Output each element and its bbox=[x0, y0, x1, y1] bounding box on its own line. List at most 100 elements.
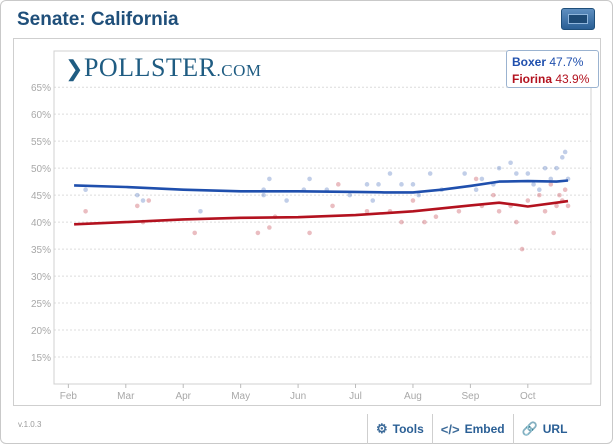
fiorina-poll-point bbox=[551, 230, 556, 236]
boxer-poll-point bbox=[347, 192, 353, 198]
boxer-poll-point bbox=[427, 171, 433, 176]
fiorina-poll-point bbox=[433, 214, 439, 220]
boxer-poll-point bbox=[370, 198, 376, 203]
boxer-poll-point bbox=[548, 176, 554, 182]
embed-button[interactable]: </> Embed bbox=[431, 414, 513, 444]
y-tick-label: 35% bbox=[31, 245, 51, 256]
fiorina-poll-point bbox=[557, 192, 562, 198]
boxer-poll-point bbox=[554, 165, 559, 171]
fiorina-poll-point bbox=[514, 219, 519, 225]
expand-icon[interactable] bbox=[561, 8, 595, 30]
y-tick-label: 45% bbox=[31, 191, 51, 202]
boxer-poll-point bbox=[198, 209, 203, 214]
boxer-poll-point bbox=[134, 192, 140, 198]
boxer-poll-point bbox=[387, 171, 393, 176]
url-label: URL bbox=[542, 422, 568, 436]
boxer-trend-line bbox=[74, 179, 569, 194]
boxer-poll-point bbox=[525, 171, 531, 176]
y-tick-label: 30% bbox=[31, 272, 51, 283]
x-tick-label: Apr bbox=[175, 391, 191, 402]
x-tick-label: Jun bbox=[290, 391, 306, 402]
boxer-poll-point bbox=[514, 171, 519, 176]
fiorina-poll-point bbox=[456, 209, 462, 214]
y-tick-label: 60% bbox=[31, 110, 51, 121]
logo-swoosh-icon: ❯ bbox=[65, 56, 84, 81]
toolbar: ⚙ Tools </> Embed 🔗 URL bbox=[367, 414, 575, 444]
fiorina-poll-point bbox=[525, 198, 531, 203]
fiorina-trend-line bbox=[74, 199, 569, 226]
fiorina-poll-point bbox=[565, 203, 571, 209]
fiorina-poll-point bbox=[192, 230, 198, 236]
boxer-poll-point bbox=[496, 165, 502, 171]
y-tick-label: 50% bbox=[31, 164, 51, 175]
boxer-poll-point bbox=[462, 171, 467, 176]
fiorina-poll-point bbox=[267, 225, 272, 230]
fiorina-poll-point bbox=[83, 209, 88, 214]
y-tick-label: 65% bbox=[31, 83, 51, 94]
url-button[interactable]: 🔗 URL bbox=[512, 414, 576, 444]
fiorina-poll-point bbox=[519, 246, 525, 252]
boxer-poll-point bbox=[364, 182, 370, 187]
legend-item-fiorina[interactable]: Fiorina 43.9% bbox=[512, 72, 589, 86]
fiorina-poll-point bbox=[548, 182, 554, 187]
boxer-poll-point bbox=[83, 187, 88, 193]
y-tick-label: 55% bbox=[31, 137, 51, 148]
x-tick-label: Oct bbox=[520, 391, 536, 402]
fiorina-poll-point bbox=[134, 203, 140, 209]
boxer-poll-point bbox=[537, 187, 542, 193]
fiorina-poll-point bbox=[554, 203, 559, 209]
tools-label: Tools bbox=[392, 422, 424, 436]
fiorina-poll-point bbox=[473, 176, 479, 182]
boxer-poll-point bbox=[542, 165, 548, 171]
fiorina-poll-point bbox=[399, 219, 404, 225]
boxer-poll-point bbox=[399, 182, 404, 187]
fiorina-poll-point bbox=[562, 187, 568, 193]
y-tick-label: 25% bbox=[31, 299, 51, 310]
y-tick-label: 40% bbox=[31, 218, 51, 229]
boxer-poll-point bbox=[284, 198, 289, 203]
logo-text: POLLSTER bbox=[83, 53, 217, 82]
legend: Boxer 47.7% Fiorina 43.9% bbox=[506, 50, 599, 88]
embed-label: Embed bbox=[464, 422, 505, 436]
gear-icon: ⚙ bbox=[376, 421, 388, 436]
boxer-poll-point bbox=[416, 192, 422, 198]
boxer-poll-point bbox=[410, 182, 416, 187]
legend-name: Boxer bbox=[512, 55, 547, 69]
tools-button[interactable]: ⚙ Tools bbox=[367, 414, 432, 444]
boxer-poll-point bbox=[559, 155, 565, 160]
fiorina-poll-point bbox=[335, 182, 341, 187]
x-tick-label: Aug bbox=[404, 391, 422, 402]
code-icon: </> bbox=[440, 421, 460, 437]
link-icon: 🔗 bbox=[521, 421, 538, 436]
version-label: v.1.0.3 bbox=[18, 420, 42, 429]
boxer-poll-point bbox=[531, 182, 536, 187]
fiorina-poll-point bbox=[491, 192, 496, 198]
fiorina-poll-point bbox=[330, 203, 335, 209]
fiorina-poll-point bbox=[542, 209, 548, 214]
boxer-poll-point bbox=[376, 182, 381, 187]
y-tick-label: 20% bbox=[31, 326, 51, 337]
boxer-poll-point bbox=[307, 176, 312, 182]
boxer-poll-point bbox=[473, 187, 479, 193]
fiorina-poll-point bbox=[537, 192, 542, 198]
legend-value: 43.9% bbox=[555, 72, 590, 86]
fiorina-poll-point bbox=[410, 198, 416, 203]
boxer-poll-point bbox=[562, 149, 568, 155]
plot-area bbox=[53, 50, 592, 385]
pollster-logo: ❯POLLSTER.COM bbox=[65, 53, 262, 83]
legend-item-boxer[interactable]: Boxer 47.7% bbox=[512, 55, 583, 69]
fiorina-poll-point bbox=[422, 219, 427, 225]
x-tick-label: May bbox=[231, 391, 250, 402]
x-tick-label: Sep bbox=[461, 391, 479, 402]
fiorina-poll-point bbox=[307, 230, 312, 236]
fiorina-poll-point bbox=[255, 230, 261, 236]
boxer-poll-point bbox=[508, 160, 513, 166]
page-title: Senate: California bbox=[17, 9, 179, 30]
legend-value: 47.7% bbox=[549, 55, 584, 69]
boxer-poll-point bbox=[140, 198, 146, 203]
y-tick-label: 15% bbox=[31, 353, 51, 364]
logo-suffix: .COM bbox=[216, 61, 262, 80]
boxer-poll-point bbox=[479, 176, 485, 182]
